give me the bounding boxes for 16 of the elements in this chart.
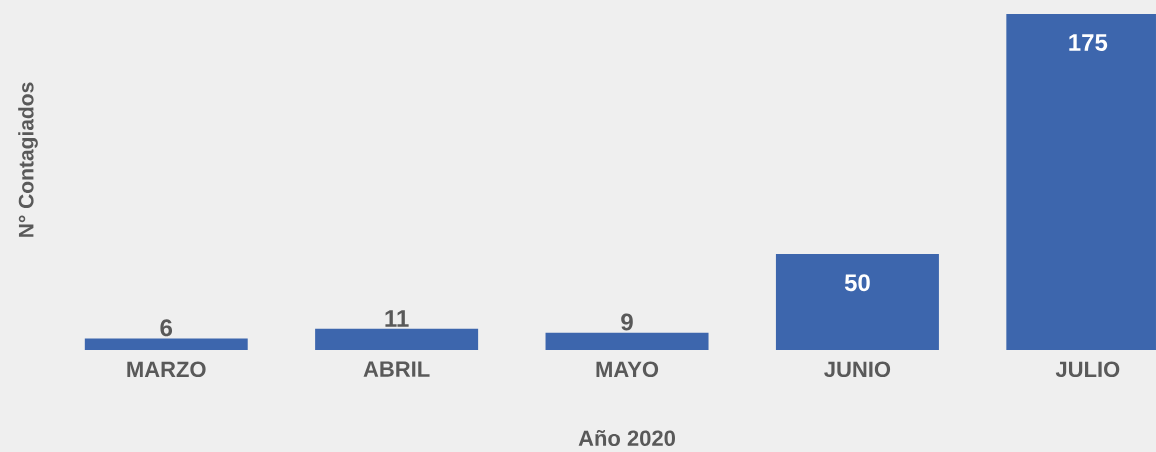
- bar: [84, 338, 248, 350]
- data-label: 11: [385, 310, 409, 327]
- x-tick-label: MAYO: [596, 361, 659, 378]
- data-label: 50: [844, 274, 870, 292]
- bar: [775, 253, 939, 350]
- data-label: 6: [160, 319, 173, 337]
- y-axis-title: N° Contagiados: [18, 82, 38, 237]
- bar: [545, 332, 709, 350]
- x-axis-title: Año 2020: [578, 429, 675, 447]
- x-tick-label: ABRIL: [363, 361, 430, 377]
- bar: [315, 328, 479, 350]
- data-label: 9: [621, 313, 633, 331]
- x-tick-label: JUNIO: [824, 361, 891, 378]
- x-tick-label: JULIO: [1055, 361, 1120, 378]
- data-label: 175: [1069, 34, 1108, 51]
- x-tick-label: MARZO: [127, 361, 206, 378]
